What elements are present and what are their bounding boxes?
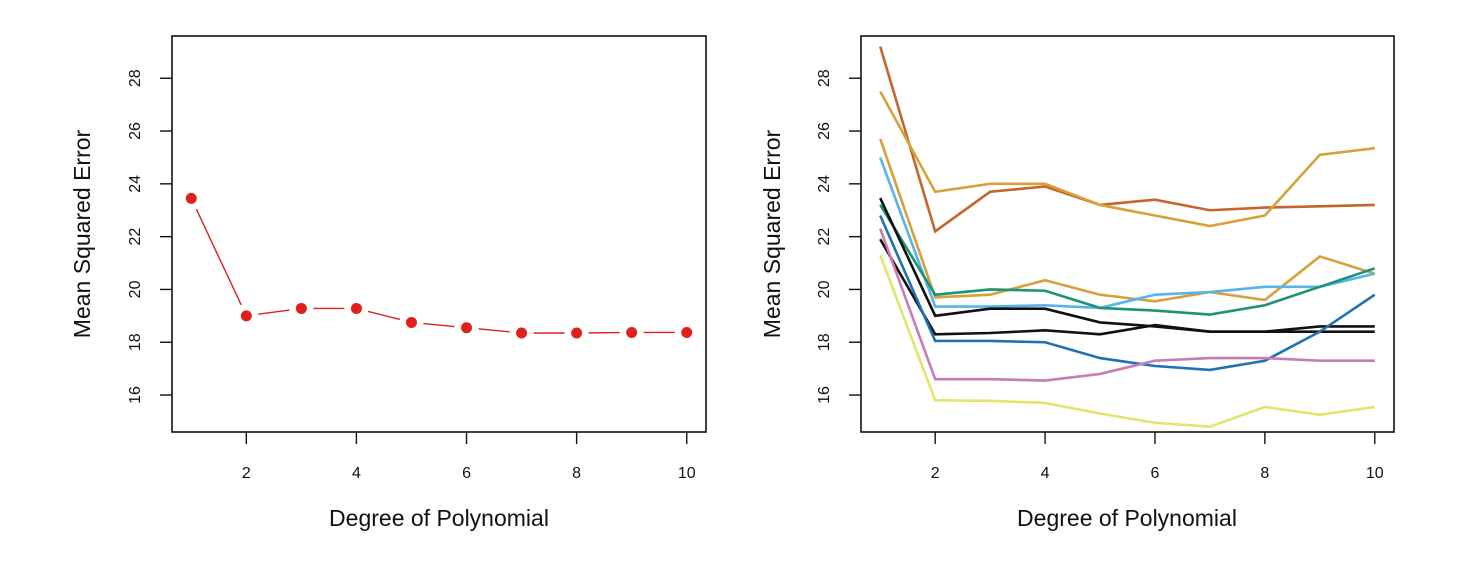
left-panel-y-axis-title: Mean Squared Error [69,129,95,338]
series-line-split-7 [879,238,1375,336]
series-split-2 [879,90,1375,228]
series-split-9 [879,228,1375,382]
left-y-tick-label: 20 [127,280,144,298]
left-x-tick-label: 10 [678,465,696,482]
left-y-tick-label: 22 [127,228,144,246]
series-segment [367,310,401,321]
data-point-degree-8 [571,327,583,339]
series-split-5 [879,204,1376,316]
series-segment [195,208,242,306]
series-split-7 [879,238,1375,336]
right-y-tick-label: 24 [816,175,833,193]
data-point-degree-3 [295,302,307,314]
left-panel-x-axis: 2 4 6 8 10 [242,432,696,482]
series-split-10 [879,254,1375,429]
right-x-tick-label: 6 [1151,465,1160,482]
series-split-4 [879,156,1376,310]
left-y-tick-label: 28 [127,69,144,87]
series-split-3 [879,138,1376,303]
data-point-degree-2 [240,310,252,322]
right-panel-plot-frame [860,35,1395,433]
series-split-6 [879,197,1375,333]
series-line-split-10 [879,254,1375,429]
left-panel-y-axis: 16 18 20 22 24 26 28 [127,69,172,404]
left-y-tick-label: 18 [127,333,144,351]
series-line-split-6 [879,197,1375,333]
right-x-tick-label: 4 [1041,465,1050,482]
left-x-tick-label: 2 [242,465,251,482]
series-segment [478,328,510,333]
series-line-split-8 [879,214,1376,372]
left-y-tick-label: 16 [127,386,144,404]
data-point-degree-6 [461,322,473,334]
series-line-split-9 [879,228,1375,382]
series-split-8 [879,214,1376,372]
data-point-degree-9 [626,326,638,338]
series-segment [258,309,290,315]
data-point-degree-5 [405,316,417,328]
right-panel-x-axis: 2 4 6 8 10 [931,432,1384,482]
series-line-split-2 [879,90,1375,228]
series-line-split-1 [878,46,1375,234]
right-y-tick-label: 18 [816,333,833,351]
left-x-tick-label: 6 [462,465,471,482]
series-split-1 [878,46,1375,234]
series-validation-mse [185,192,693,339]
right-x-tick-label: 10 [1366,465,1384,482]
right-y-tick-label: 26 [816,122,833,140]
series-line-split-3 [879,138,1376,303]
data-point-degree-1 [185,192,197,204]
right-panel-series [878,46,1376,429]
right-panel-y-axis: 16 18 20 22 24 26 28 [816,69,861,404]
right-x-tick-label: 2 [931,465,940,482]
left-x-tick-label: 8 [572,465,581,482]
right-panel-x-axis-title: Degree of Polynomial [1017,505,1237,531]
series-line-split-4 [879,156,1376,310]
series-segment [423,322,455,328]
left-panel-plot-frame [171,35,707,433]
right-y-tick-label: 22 [816,228,833,246]
left-y-tick-label: 26 [127,122,144,140]
right-x-tick-label: 8 [1260,465,1269,482]
left-panel-series [185,192,693,339]
data-point-degree-10 [681,326,693,338]
right-y-tick-label: 28 [816,69,833,87]
data-point-degree-4 [350,302,362,314]
left-x-tick-label: 4 [352,465,361,482]
right-y-tick-label: 20 [816,280,833,298]
right-y-tick-label: 16 [816,386,833,404]
left-y-tick-label: 24 [127,175,144,193]
left-panel-x-axis-title: Degree of Polynomial [329,505,549,531]
data-point-degree-7 [516,327,528,339]
series-line-split-5 [879,204,1376,316]
right-panel-y-axis-title: Mean Squared Error [759,129,785,338]
